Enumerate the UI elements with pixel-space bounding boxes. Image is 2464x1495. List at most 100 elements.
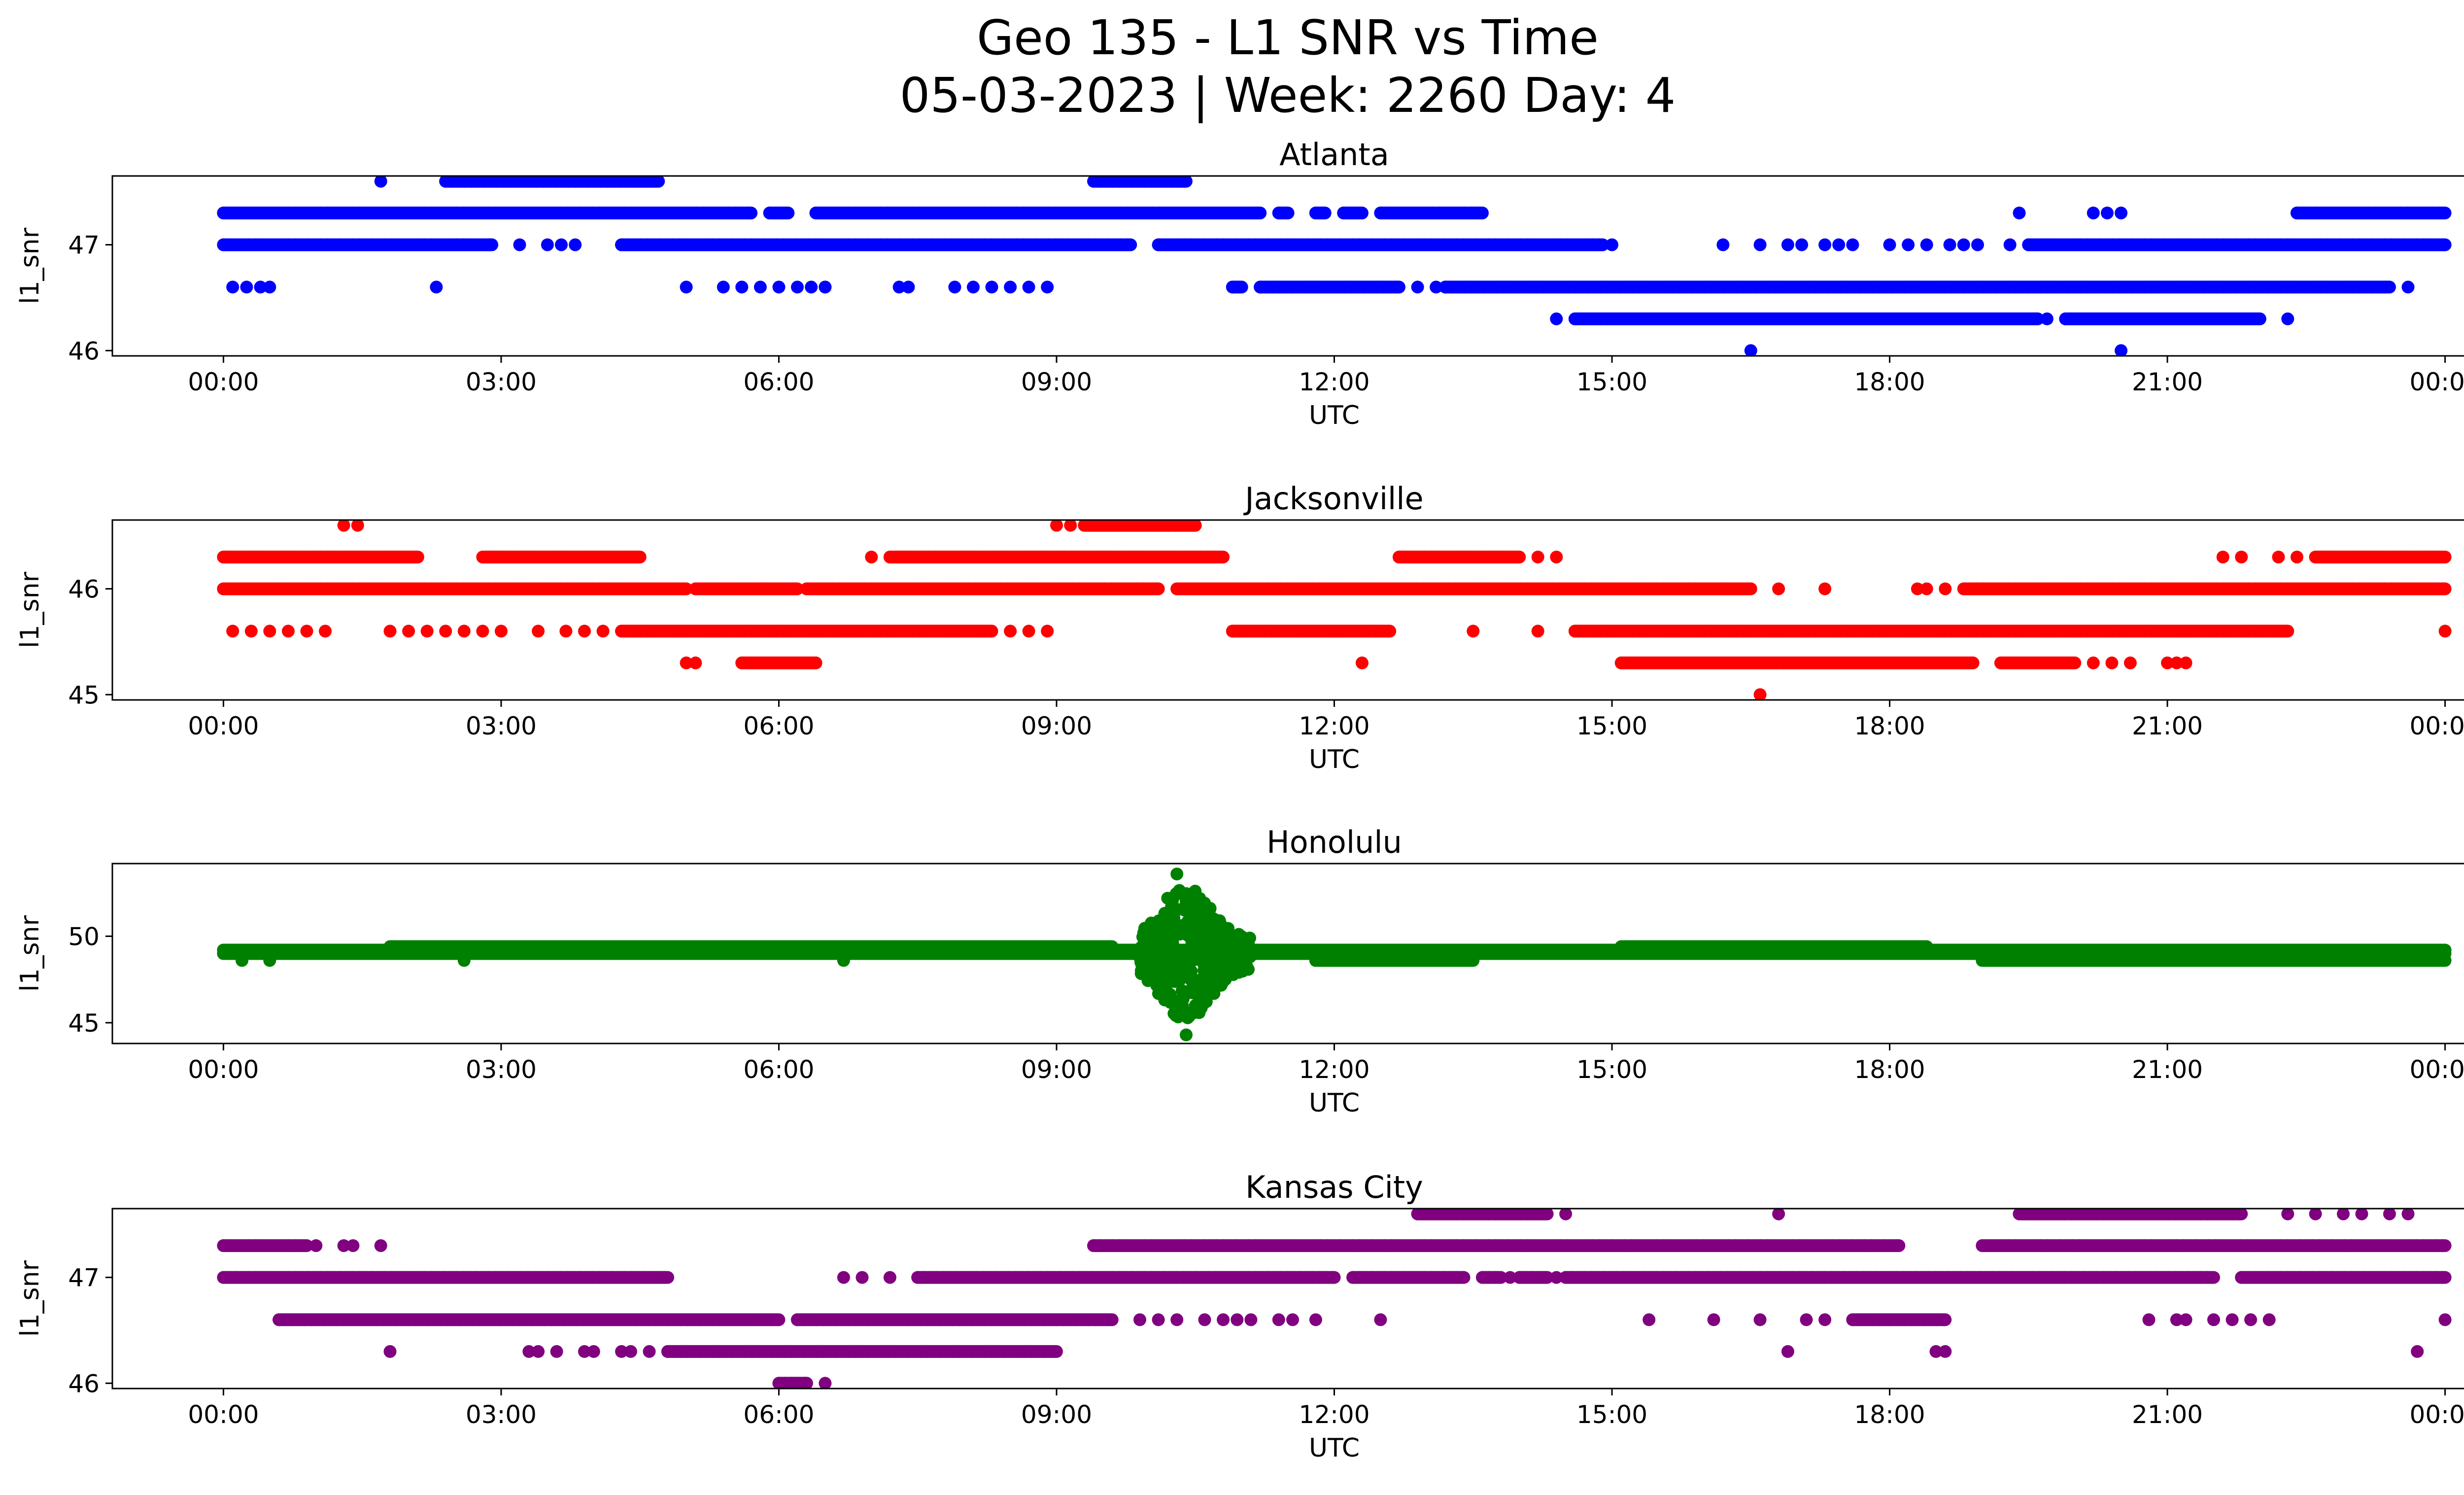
x-tick-label: 00:00	[2410, 712, 2464, 740]
data-point	[1217, 1313, 1230, 1326]
data-point	[1504, 1271, 1517, 1284]
data-point	[2436, 1239, 2449, 1252]
data-point	[2436, 954, 2449, 967]
data-point	[984, 625, 997, 638]
data-point	[2207, 1313, 2220, 1326]
data-point	[1170, 1313, 1184, 1326]
data-point	[1937, 1313, 1950, 1326]
data-point	[819, 280, 832, 294]
data-point	[383, 625, 397, 638]
x-tick-label: 18:00	[1854, 1400, 1925, 1429]
data-point	[1374, 1313, 1387, 1326]
data-point	[1152, 1313, 1165, 1326]
data-point	[1643, 1313, 1656, 1326]
data-point	[1214, 551, 1227, 564]
data-point	[2115, 207, 2128, 220]
data-point	[1232, 280, 1245, 294]
data-point	[457, 954, 471, 967]
data-point	[2087, 656, 2100, 669]
data-point	[2337, 1209, 2350, 1220]
data-point	[1244, 1313, 1258, 1326]
data-point	[805, 280, 818, 294]
data-point	[902, 280, 915, 294]
data-point	[476, 625, 489, 638]
x-tick-label: 09:00	[1021, 368, 1092, 396]
data-point	[865, 551, 878, 564]
x-tick-label: 06:00	[743, 1400, 814, 1429]
data-point	[2179, 1313, 2192, 1326]
data-point	[1170, 1009, 1184, 1022]
x-tick-label: 15:00	[1576, 1055, 1647, 1084]
x-tick-label: 12:00	[1299, 1400, 1369, 1429]
data-point	[559, 625, 573, 638]
data-point	[430, 280, 443, 294]
y-tick-label: 45	[68, 681, 100, 709]
x-tick-label: 09:00	[1021, 1055, 1092, 1084]
data-point	[1592, 238, 1606, 251]
data-point	[2436, 238, 2450, 251]
panel-kansas-city: Kansas City 00:00 03:00 06:00 09:00 12:00 15:0…	[15, 1169, 2464, 1463]
y-axis-label: l1_snr	[15, 915, 45, 992]
data-point	[1509, 551, 1522, 564]
data-point	[615, 1345, 628, 1358]
x-tick-label: 03:00	[466, 368, 537, 396]
data-point	[405, 551, 418, 564]
data-point	[578, 1345, 591, 1358]
data-point	[624, 1345, 637, 1358]
data-point	[1185, 947, 1198, 961]
x-tick-label: 15:00	[1576, 712, 1647, 740]
data-point	[1753, 238, 1767, 251]
data-point	[1208, 915, 1221, 928]
x-tick-label: 03:00	[466, 1055, 537, 1084]
data-point	[1152, 974, 1165, 988]
data-point	[1186, 986, 1199, 1000]
x-tick-label: 15:00	[1576, 1400, 1647, 1429]
data-point	[1707, 1313, 1720, 1326]
data-point	[374, 1239, 387, 1252]
data-point	[807, 656, 820, 669]
data-point	[1250, 207, 1263, 220]
data-point	[1456, 1271, 1470, 1284]
data-point	[1168, 975, 1182, 988]
data-point	[1550, 312, 1563, 325]
data-points	[217, 868, 2452, 1042]
plot-frame	[111, 1208, 2464, 1390]
data-point	[2291, 551, 2303, 564]
data-point	[1883, 1313, 1896, 1326]
x-tick-label: 21:00	[2132, 712, 2203, 740]
x-axis-label: UTC	[1309, 401, 1360, 430]
data-point	[643, 1345, 656, 1358]
data-point	[1355, 656, 1369, 669]
y-tick-label: 46	[68, 337, 100, 365]
data-point	[226, 625, 240, 638]
data-point	[2101, 207, 2114, 220]
data-point	[2013, 207, 2026, 220]
data-point	[1286, 1313, 1299, 1326]
data-point	[2438, 625, 2452, 638]
data-point	[1471, 207, 1484, 220]
data-point	[2355, 1209, 2368, 1220]
data-point	[680, 656, 693, 669]
data-point	[2115, 344, 2128, 356]
data-point	[1141, 974, 1155, 987]
data-point	[2272, 551, 2285, 564]
x-tick-label: 12:00	[1299, 368, 1369, 396]
data-point	[1149, 952, 1163, 965]
x-tick-label: 21:00	[2132, 1055, 2203, 1084]
data-point	[1064, 520, 1077, 532]
data-point	[2432, 551, 2445, 564]
data-point	[1170, 868, 1184, 881]
data-point	[346, 1239, 360, 1252]
data-point	[1209, 966, 1222, 979]
data-point	[2040, 312, 2053, 325]
y-tick-label: 46	[68, 1369, 100, 1398]
data-point	[1411, 280, 1424, 294]
data-point	[1939, 1345, 1952, 1358]
data-point	[1043, 1345, 1057, 1358]
data-point	[587, 1345, 600, 1358]
data-point	[569, 238, 582, 251]
figure-title-line2: 05-03-2023 | Week: 2260 Day: 4	[899, 68, 1676, 123]
x-tick-label: 09:00	[1021, 1400, 1092, 1429]
data-point	[2003, 238, 2017, 251]
data-point	[1102, 1313, 1115, 1326]
